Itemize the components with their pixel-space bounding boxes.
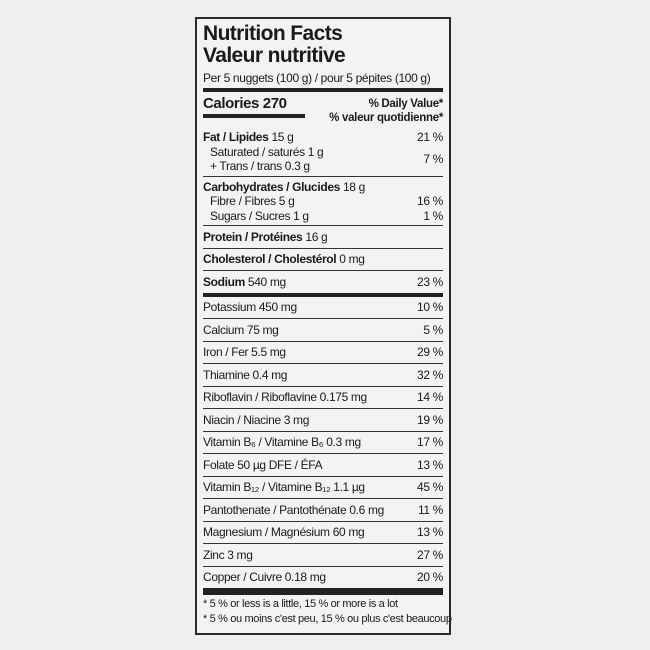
sugars-row: Sugars / Sucres 1 g 1 % bbox=[203, 209, 443, 224]
micronutrient-label: Copper / Cuivre 0.18 mg bbox=[203, 570, 326, 585]
micronutrient-label: Vitamin B₁₂ / Vitamine B₁₂ 1.1 µg bbox=[203, 480, 365, 495]
dv-header-fr: % valeur quotidienne* bbox=[329, 112, 443, 124]
carbs-row: Carbohydrates / Glucides 18 g bbox=[203, 180, 443, 195]
micronutrient-dv: 11 % bbox=[417, 502, 443, 517]
sugars-dv: 1 % bbox=[423, 208, 443, 223]
micronutrient-dv: 45 % bbox=[417, 480, 443, 495]
micronutrient-row: Vitamin B₆ / Vitamine B₆ 0.3 mg 17 % bbox=[203, 430, 443, 454]
saturated-row: Saturated / saturés 1 g bbox=[203, 145, 443, 160]
micronutrient-dv: 32 % bbox=[417, 367, 443, 382]
protein-amount: 16 g bbox=[305, 229, 328, 244]
micronutrient-row: Thiamine 0.4 mg 32 % bbox=[203, 363, 443, 386]
fat-amount: 15 g bbox=[271, 130, 294, 145]
calories-label: Calories bbox=[203, 95, 259, 112]
micronutrient-dv: 27 % bbox=[417, 547, 443, 562]
protein-label: Protein / Protéines bbox=[203, 229, 303, 244]
micronutrient-label: Thiamine 0.4 mg bbox=[203, 367, 288, 382]
micronutrient-row: Vitamin B₁₂ / Vitamine B₁₂ 1.1 µg 45 % bbox=[203, 475, 443, 499]
micronutrient-list: Potassium 450 mg 10 % Calcium 75 mg 5 % Iron… bbox=[203, 297, 443, 589]
micronutrient-row: Riboflavin / Riboflavine 0.175 mg 14 % bbox=[203, 385, 443, 409]
cholesterol-label: Cholesterol / Cholestérol bbox=[203, 252, 337, 267]
micronutrient-label: Riboflavin / Riboflavine 0.175 mg bbox=[203, 390, 367, 405]
divider bbox=[203, 88, 443, 92]
title-en: Nutrition Facts bbox=[203, 22, 343, 45]
calories-value: 270 bbox=[262, 95, 287, 112]
micronutrient-label: Calcium 75 mg bbox=[203, 322, 279, 337]
sat-trans-dv: 7 % bbox=[423, 152, 443, 167]
micronutrient-row: Zinc 3 mg 27 % bbox=[203, 543, 443, 566]
sodium-row: Sodium 540 mg 23 % bbox=[203, 270, 443, 293]
micronutrient-dv: 19 % bbox=[417, 412, 443, 427]
sodium-amount: 540 mg bbox=[247, 274, 286, 289]
micronutrient-label: Niacin / Niacine 3 mg bbox=[203, 412, 310, 427]
fat-row: Fat / Lipides 15 g 21 % bbox=[203, 130, 443, 145]
saturated-label: Saturated / saturés 1 g bbox=[210, 144, 324, 159]
fat-label: Fat / Lipides bbox=[203, 130, 269, 145]
micronutrient-dv: 14 % bbox=[417, 390, 443, 405]
micronutrient-label: Iron / Fer 5.5 mg bbox=[203, 345, 286, 360]
fibre-row: Fibre / Fibres 5 g 16 % bbox=[203, 194, 443, 209]
carbs-label: Carbohydrates / Glucides bbox=[203, 179, 340, 194]
micronutrient-row: Magnesium / Magnésium 60 mg 13 % bbox=[203, 520, 443, 544]
cholesterol-row: Cholesterol / Cholestérol 0 mg bbox=[203, 247, 443, 271]
micronutrient-label: Zinc 3 mg bbox=[203, 547, 253, 562]
micronutrient-dv: 29 % bbox=[417, 345, 443, 360]
micronutrient-row: Folate 50 µg DFE / ÉFA 13 % bbox=[203, 453, 443, 476]
serving-size: Per 5 nuggets (100 g) / pour 5 pépites (… bbox=[203, 71, 431, 85]
micronutrient-row: Iron / Fer 5.5 mg 29 % bbox=[203, 340, 443, 364]
footnote-fr: * 5 % ou moins c'est peu, 15 % ou plus c… bbox=[203, 613, 452, 625]
micronutrient-row: Copper / Cuivre 0.18 mg 20 % bbox=[203, 565, 443, 589]
calories-row: Calories 270 % Daily Value* % valeur quot… bbox=[203, 92, 443, 130]
micronutrient-dv: 17 % bbox=[417, 435, 443, 450]
micronutrient-row: Pantothenate / Pantothénate 0.6 mg 11 % bbox=[203, 498, 443, 521]
trans-row: + Trans / trans 0.3 g 7 % bbox=[203, 152, 443, 174]
micronutrient-label: Potassium 450 mg bbox=[203, 300, 297, 315]
divider bbox=[203, 588, 443, 595]
micronutrient-label: Magnesium / Magnésium 60 mg bbox=[203, 525, 365, 540]
micronutrient-label: Folate 50 µg DFE / ÉFA bbox=[203, 457, 323, 472]
title-fr: Valeur nutritive bbox=[203, 44, 346, 67]
fibre-label: Fibre / Fibres 5 g bbox=[210, 194, 295, 209]
trans-label: + Trans / trans 0.3 g bbox=[210, 159, 310, 174]
micronutrient-dv: 20 % bbox=[417, 570, 443, 585]
nutrition-facts-label: Nutrition Facts Valeur nutritive Per 5 n… bbox=[195, 17, 452, 635]
carbs-amount: 18 g bbox=[342, 179, 365, 194]
footnote-en: * 5 % or less is a little, 15 % or more … bbox=[203, 598, 398, 610]
micronutrient-row: Niacin / Niacine 3 mg 19 % bbox=[203, 408, 443, 431]
cholesterol-amount: 0 mg bbox=[339, 252, 365, 267]
protein-row: Protein / Protéines 16 g bbox=[203, 225, 443, 248]
micronutrient-dv: 13 % bbox=[417, 457, 443, 472]
sodium-dv: 23 % bbox=[417, 274, 443, 289]
micronutrient-row: Calcium 75 mg 5 % bbox=[203, 318, 443, 341]
divider bbox=[203, 292, 443, 297]
dv-header-en: % Daily Value* bbox=[368, 98, 444, 110]
sodium-label: Sodium bbox=[203, 274, 245, 289]
sugars-label: Sugars / Sucres 1 g bbox=[210, 208, 309, 223]
fat-dv: 21 % bbox=[417, 130, 443, 145]
micronutrient-dv: 13 % bbox=[417, 525, 443, 540]
micronutrient-dv: 5 % bbox=[423, 322, 443, 337]
micronutrient-dv: 10 % bbox=[417, 300, 443, 315]
fibre-dv: 16 % bbox=[417, 194, 443, 209]
micronutrient-label: Pantothenate / Pantothénate 0.6 mg bbox=[203, 502, 384, 517]
micronutrient-label: Vitamin B₆ / Vitamine B₆ 0.3 mg bbox=[203, 435, 361, 450]
micronutrient-row: Potassium 450 mg 10 % bbox=[203, 297, 443, 319]
divider bbox=[203, 114, 305, 118]
